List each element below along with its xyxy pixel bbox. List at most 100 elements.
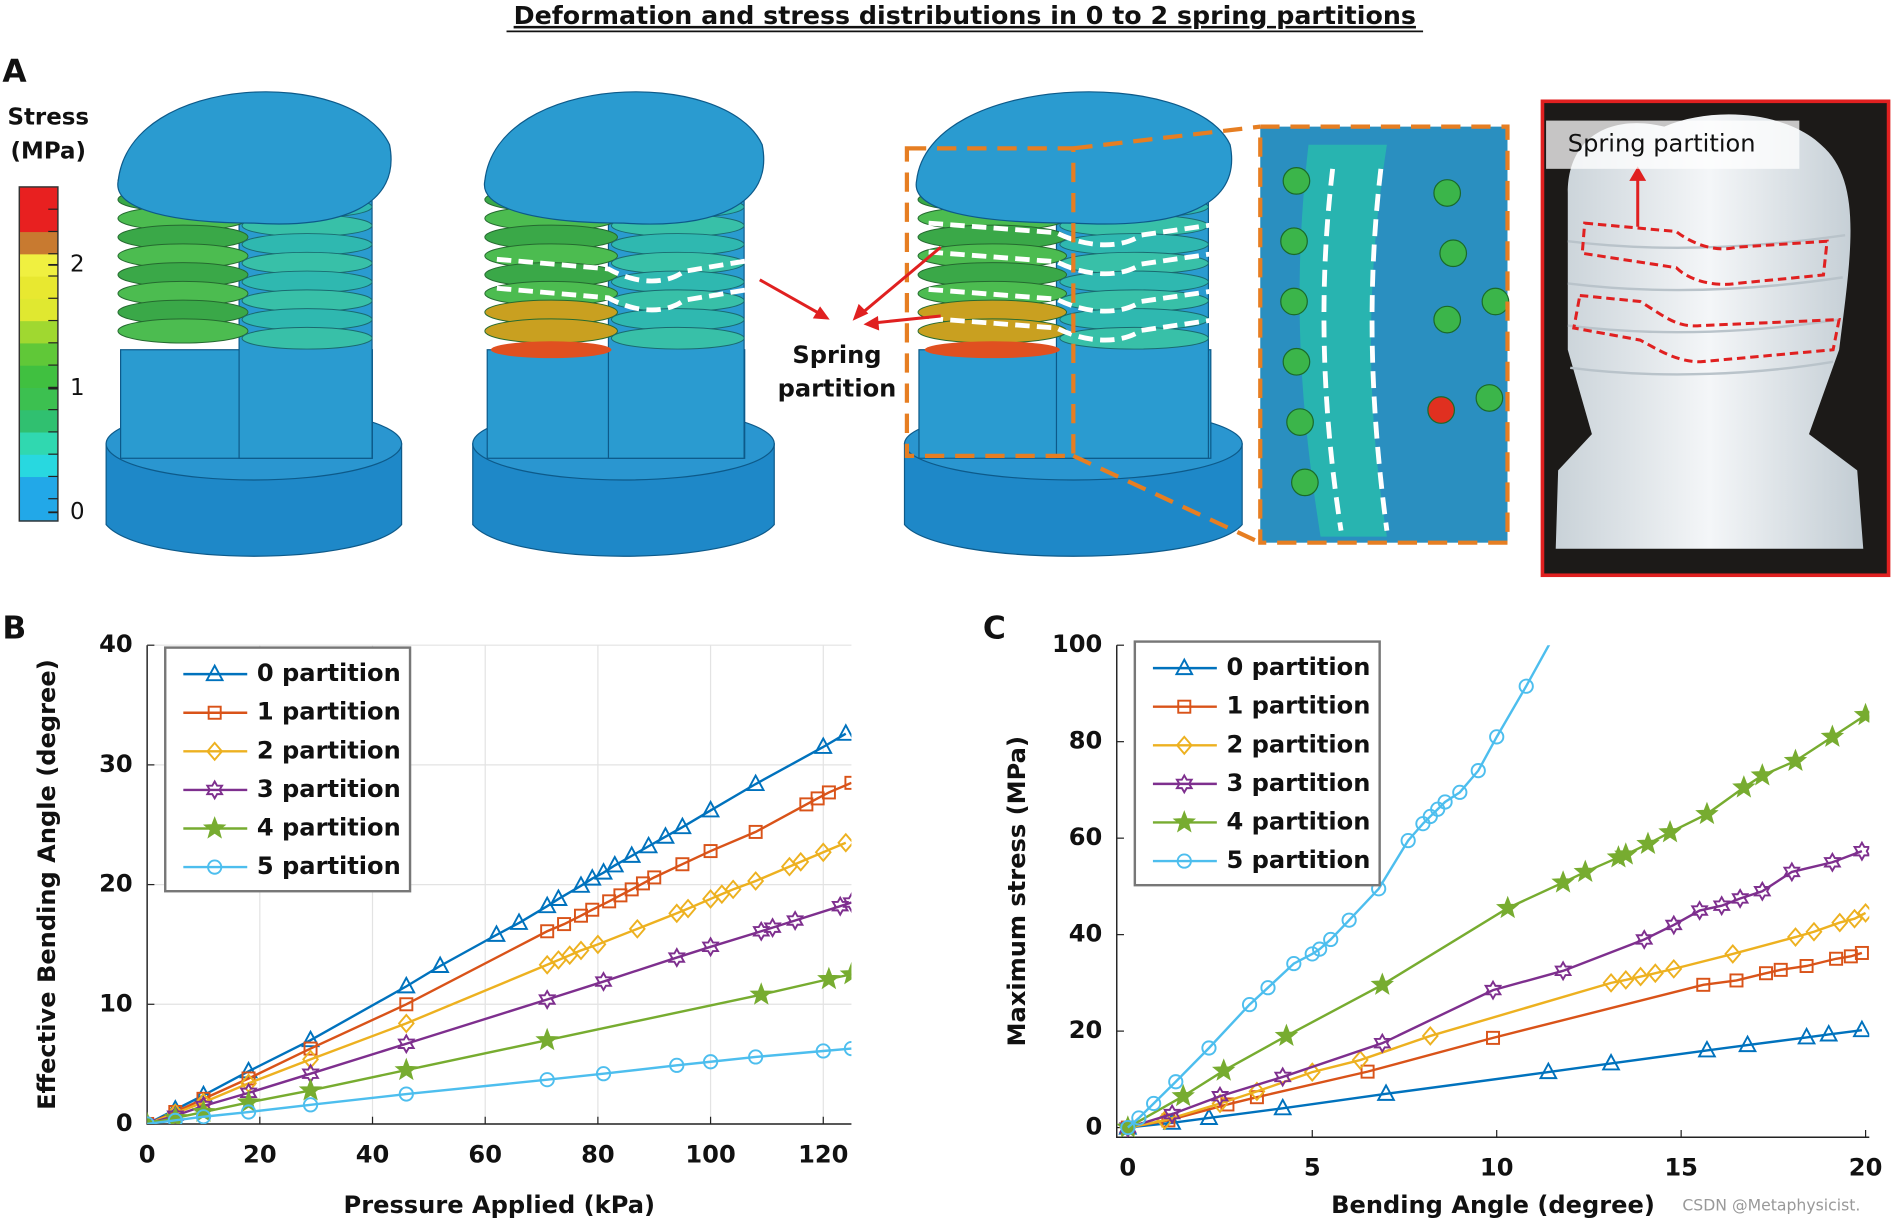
marker	[1697, 1039, 1717, 1058]
legend-label: 1 partition	[257, 698, 401, 726]
marker	[207, 859, 223, 875]
marker	[669, 1057, 685, 1073]
marker	[398, 1086, 414, 1102]
marker	[396, 975, 416, 994]
model-coil	[917, 318, 1068, 344]
x-axis-label: Pressure Applied (kPa)	[344, 1191, 655, 1219]
marker	[839, 961, 852, 985]
marker	[594, 971, 613, 992]
legend-label: 1 partition	[1226, 692, 1370, 720]
y-tick-label: 30	[99, 750, 133, 778]
y-tick-label: 100	[1052, 630, 1102, 658]
series-line	[147, 901, 852, 1124]
marker	[1199, 1107, 1219, 1125]
marker	[1248, 1081, 1266, 1102]
marker	[302, 1097, 319, 1113]
marker	[1724, 944, 1742, 964]
marker	[1843, 949, 1858, 964]
marker	[786, 910, 805, 931]
marker	[163, 1105, 188, 1124]
marker	[1773, 962, 1788, 977]
marker	[167, 1112, 183, 1124]
marker	[1486, 1030, 1501, 1045]
model-coil	[1059, 326, 1209, 350]
panel-label: C	[983, 611, 1006, 647]
marker	[1664, 914, 1683, 936]
marker	[1120, 1119, 1136, 1136]
partition-outline	[496, 285, 757, 313]
marker	[166, 1105, 185, 1124]
model-coil	[610, 326, 745, 350]
marker	[1470, 763, 1486, 779]
marker	[589, 934, 607, 955]
marker	[701, 936, 720, 958]
x-tick-label: 80	[581, 1140, 615, 1168]
marker	[1820, 724, 1845, 747]
marker	[1646, 963, 1664, 984]
y-tick-label: 60	[1069, 823, 1103, 851]
marker	[1168, 1074, 1184, 1090]
marker	[752, 920, 771, 942]
marker	[749, 982, 774, 1005]
model-coil	[117, 318, 249, 344]
plot-area	[1116, 645, 1870, 1138]
model-dome	[915, 91, 1233, 225]
panel-label: B	[2, 611, 26, 647]
marker	[548, 888, 568, 906]
marker	[1241, 996, 1258, 1013]
x-axis-label: Bending Angle (degree)	[1331, 1191, 1655, 1219]
marker	[1483, 979, 1503, 1001]
y-tick-label: 10	[99, 989, 133, 1017]
colorbar-step	[19, 186, 58, 210]
plot-area	[147, 723, 852, 1124]
marker	[1852, 1019, 1870, 1038]
marker	[1614, 842, 1638, 865]
x-tick-label: 10	[1480, 1154, 1514, 1182]
marker	[1421, 1026, 1439, 1046]
marker	[672, 816, 692, 835]
marker	[815, 1043, 831, 1059]
marker	[1351, 1050, 1369, 1070]
marker	[207, 705, 222, 720]
marker	[1695, 801, 1719, 825]
marker	[302, 1049, 320, 1070]
marker	[202, 816, 227, 839]
colorbar-step	[19, 276, 58, 299]
model-dome	[484, 91, 765, 225]
marker	[1758, 966, 1773, 981]
legend-label: 2 partition	[1226, 730, 1370, 758]
marker	[509, 912, 529, 930]
marker	[1731, 888, 1750, 909]
marker	[572, 940, 590, 961]
marker	[605, 854, 625, 873]
marker	[535, 1027, 559, 1051]
fe-model	[472, 91, 775, 557]
legend-box	[1133, 640, 1381, 887]
partition-outline	[928, 315, 1225, 343]
series-line	[1127, 850, 1863, 1129]
y-tick-label: 40	[99, 630, 133, 658]
y-tick-label: 20	[99, 870, 133, 898]
series-line	[147, 973, 852, 1124]
marker	[1274, 1023, 1299, 1046]
colorbar-step	[19, 454, 58, 478]
marker	[703, 844, 718, 859]
marker	[639, 835, 659, 854]
marker	[195, 1109, 212, 1124]
colorbar-title: Stress	[7, 105, 89, 131]
marker	[1636, 831, 1660, 855]
marker	[1163, 1103, 1182, 1125]
marker	[656, 826, 675, 844]
marker	[240, 1104, 257, 1120]
colorbar-step	[19, 342, 58, 366]
model-hotspot	[924, 341, 1060, 359]
marker	[206, 741, 224, 762]
marker	[298, 1078, 323, 1101]
series-line	[147, 732, 847, 1124]
marker	[1750, 763, 1775, 786]
marker	[147, 1113, 157, 1124]
marker	[1220, 1097, 1235, 1112]
marker	[303, 1041, 318, 1056]
x-tick-label: 120	[798, 1140, 848, 1168]
